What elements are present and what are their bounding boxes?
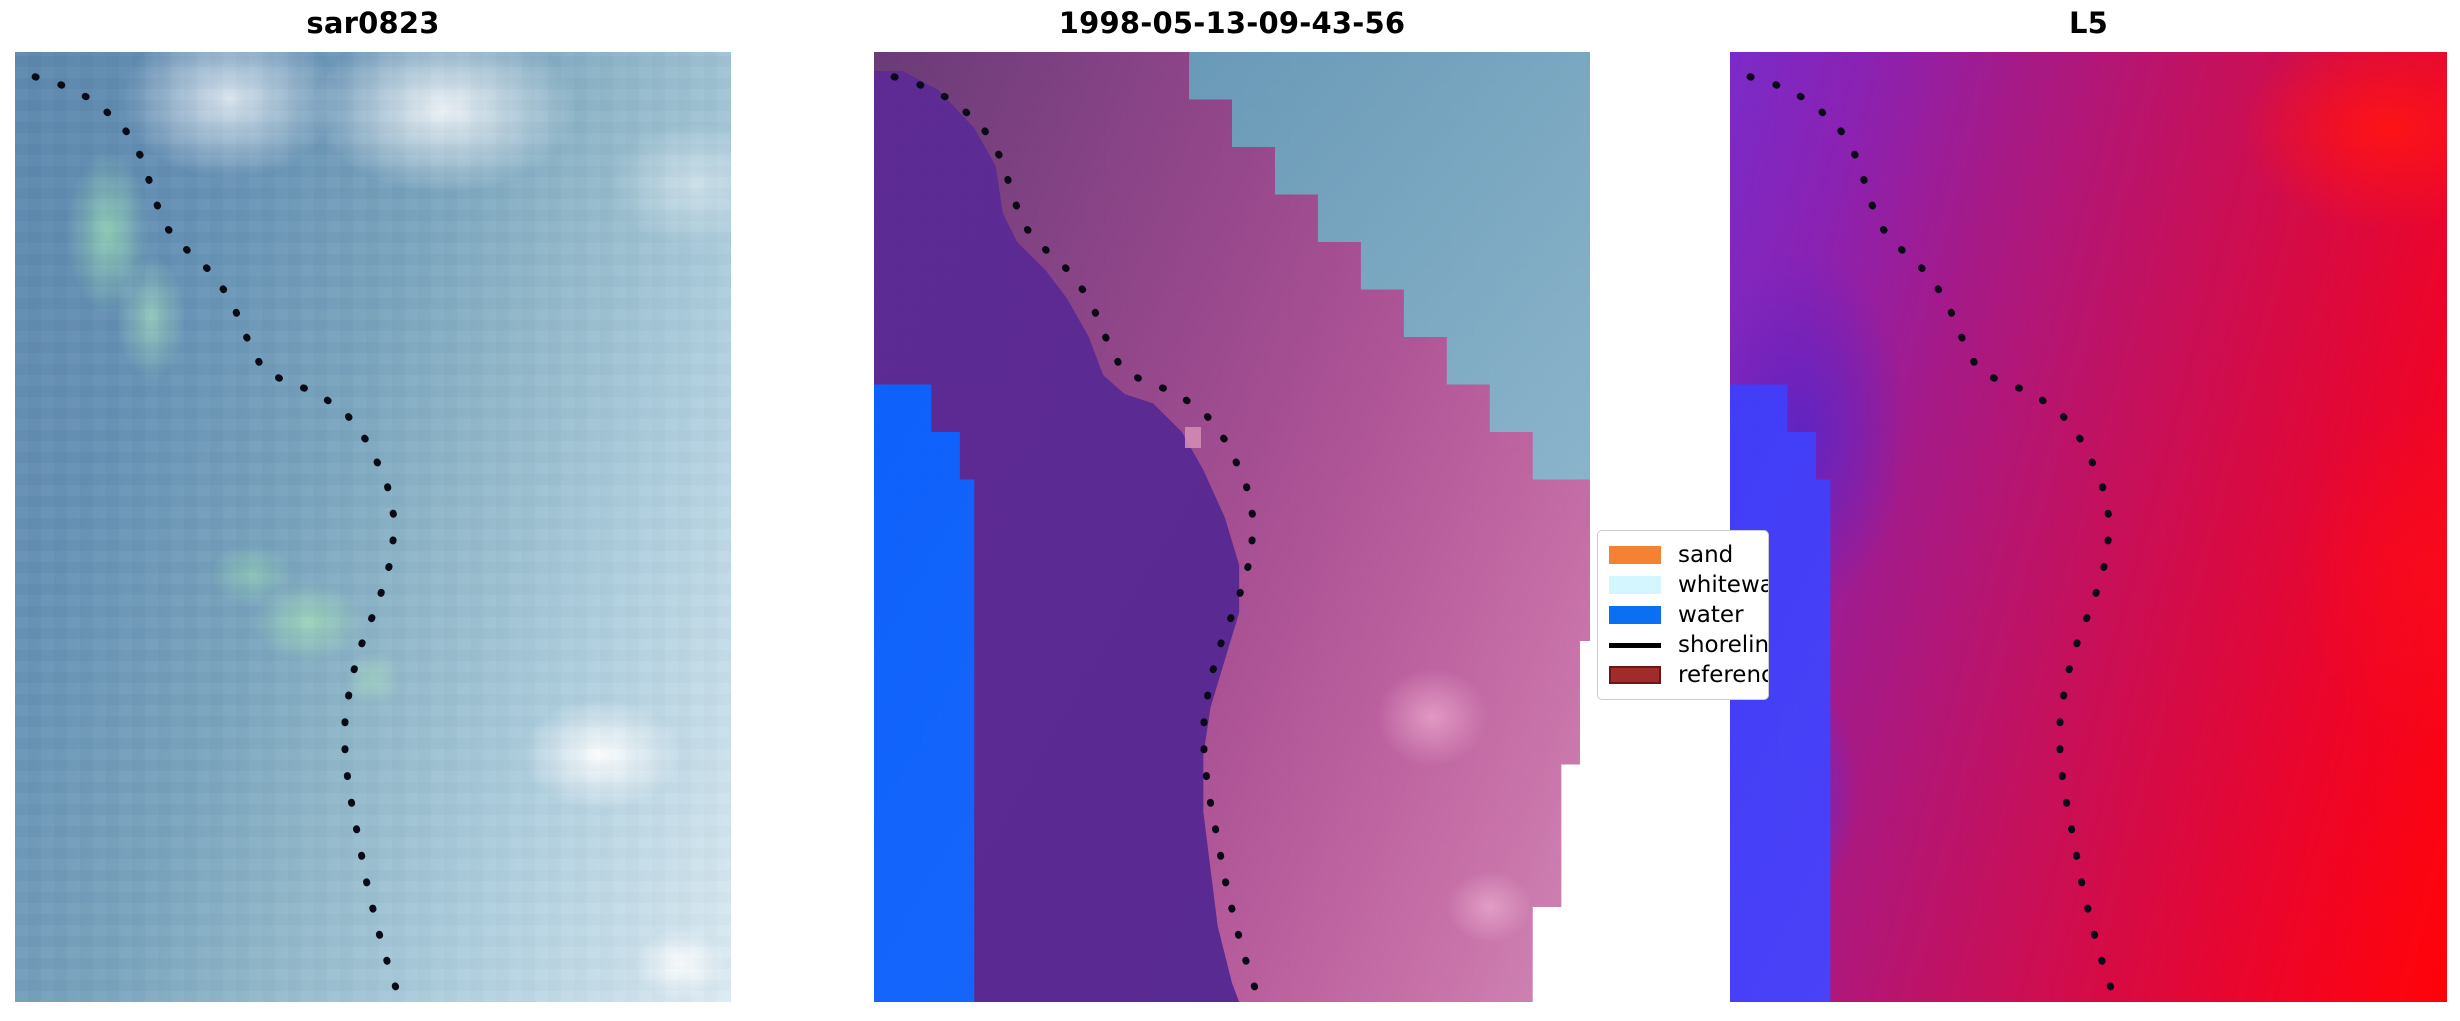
panel-1-title: sar0823: [306, 6, 440, 40]
panel-1998-05-13-09-43-56: 1998-05-13-09-43-56: [874, 0, 1590, 1002]
legend-label-water: water: [1678, 602, 1744, 628]
legend-item-water: water: [1609, 600, 1768, 630]
legend-label-reference: reference: [1678, 662, 1768, 688]
panel-l5: L5: [1730, 0, 2447, 1002]
panel-3-title: L5: [2068, 6, 2109, 40]
panel-1-image: [15, 52, 731, 1002]
whitewater-swatch: [1609, 576, 1661, 594]
legend-label-whitewater: whitewater: [1678, 572, 1768, 598]
shoreline-swatch: [1609, 642, 1661, 648]
panel-2-title: 1998-05-13-09-43-56: [1058, 6, 1406, 40]
legend-box: sand whitewater water shoreline referenc…: [1597, 530, 1769, 700]
panel-3-image: [1730, 52, 2447, 1002]
panel-3-raster-texture: [1730, 52, 2447, 1002]
legend-item-reference: reference: [1609, 660, 1768, 690]
panel-1-raster-texture: [15, 52, 731, 1002]
panel-sar0823: sar0823: [15, 0, 731, 1002]
reference-swatch: [1609, 666, 1661, 684]
sand-swatch: [1609, 546, 1661, 564]
legend-item-shoreline: shoreline: [1609, 630, 1768, 660]
legend-item-sand: sand: [1609, 540, 1768, 570]
panel-2-image: [874, 52, 1590, 1002]
water-swatch: [1609, 606, 1661, 624]
panel-2-raster-texture: [874, 52, 1590, 1002]
legend-label-shoreline: shoreline: [1678, 632, 1769, 658]
legend-label-sand: sand: [1678, 542, 1734, 568]
legend-item-whitewater: whitewater: [1609, 570, 1768, 600]
